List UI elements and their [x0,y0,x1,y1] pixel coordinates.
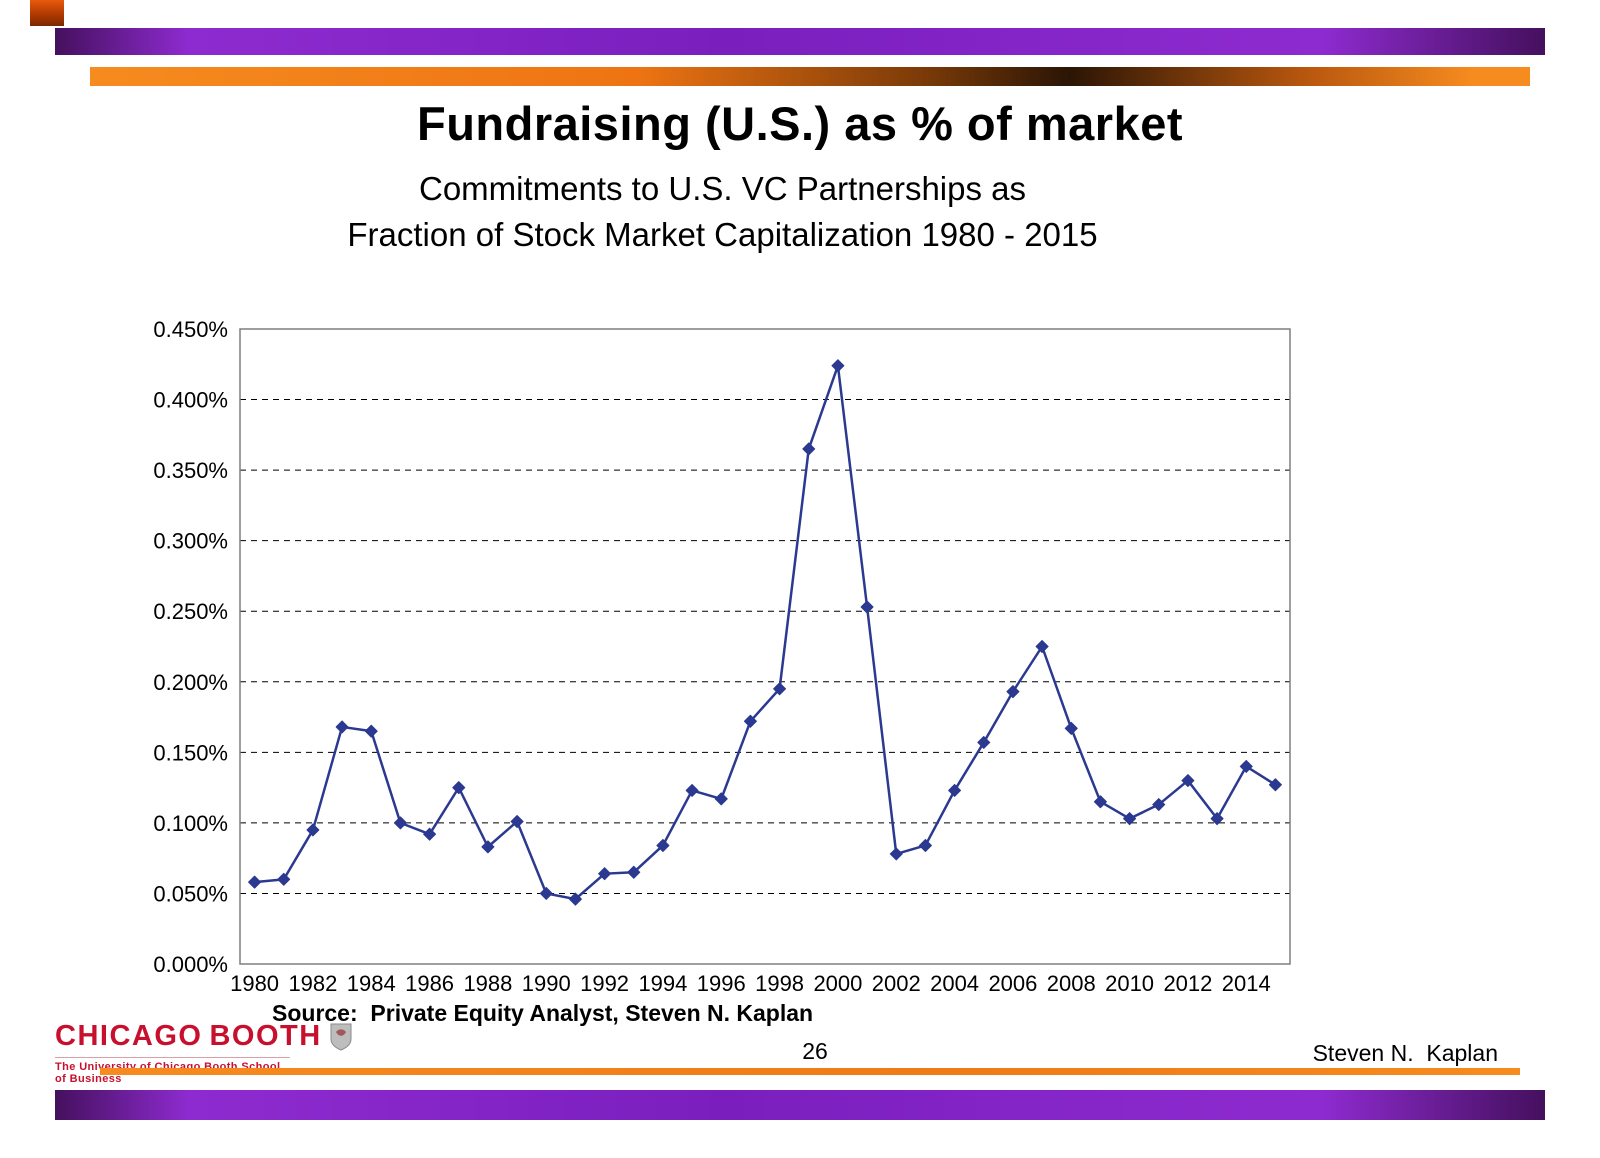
x-axis-tick-label: 2014 [1222,971,1271,996]
data-point-marker [1093,795,1107,809]
data-point-marker [1210,812,1224,826]
x-axis-tick-label: 2010 [1105,971,1154,996]
data-point-marker [773,682,787,696]
y-axis-tick-label: 0.400% [153,388,228,413]
y-axis-tick-label: 0.000% [153,952,228,977]
data-point-marker [423,827,437,841]
x-axis-tick-label: 1986 [405,971,454,996]
data-point-marker [1064,721,1078,735]
y-axis-tick-label: 0.250% [153,599,228,624]
data-point-marker [743,714,757,728]
data-point-marker [860,600,874,614]
top-orange-bar [90,67,1530,86]
top-left-accent-square [30,0,64,26]
source-note: Source: Private Equity Analyst, Steven N… [272,1000,814,1026]
slide-subtitle: Commitments to U.S. VC Partnerships as F… [0,166,1445,258]
x-axis-tick-label: 2004 [930,971,979,996]
x-axis-tick-label: 1982 [288,971,337,996]
logo-wordmark: CHICAGO BOOTH [55,1020,353,1053]
data-point-marker [598,867,612,881]
data-point-marker [714,792,728,806]
top-purple-bar [55,28,1545,55]
logo-text-booth: BOOTH [209,1020,322,1052]
data-point-marker [568,892,582,906]
data-point-marker [977,735,991,749]
data-point-marker [948,783,962,797]
bottom-orange-line [100,1068,1520,1075]
data-point-marker [1006,685,1020,699]
data-point-marker [1239,759,1253,773]
data-point-marker [510,814,524,828]
data-point-marker [802,442,816,456]
x-axis-tick-label: 2000 [813,971,862,996]
x-axis-tick-label: 1992 [580,971,629,996]
y-axis-tick-label: 0.050% [153,881,228,906]
x-axis-tick-label: 2012 [1163,971,1212,996]
y-axis-tick-label: 0.150% [153,740,228,765]
data-point-marker [685,783,699,797]
data-point-marker [831,359,845,373]
x-axis-tick-label: 1998 [755,971,804,996]
x-axis-tick-label: 1980 [230,971,279,996]
x-axis-tick-label: 2008 [1047,971,1096,996]
subtitle-line-1: Commitments to U.S. VC Partnerships as [418,170,1027,207]
bottom-purple-bar [55,1090,1545,1120]
data-point-marker [1123,812,1137,826]
data-point-marker [364,724,378,738]
page-number: 26 [802,1038,828,1064]
data-point-marker [889,847,903,861]
x-axis-tick-label: 1994 [638,971,687,996]
y-axis-tick-label: 0.100% [153,811,228,836]
y-axis-tick-label: 0.200% [153,670,228,695]
slide-title: Fundraising (U.S.) as % of market [416,97,1184,150]
x-axis-tick-label: 1984 [347,971,396,996]
x-axis-tick-label: 1988 [463,971,512,996]
data-point-marker [306,823,320,837]
data-point-marker [627,865,641,879]
data-point-marker [1035,640,1049,653]
data-point-marker [918,838,932,852]
chart-svg: 0.000% 0.050% 0.100% 0.150% 0.200% 0.250% 0.30… [153,317,1291,996]
data-point-marker [656,838,670,852]
data-point-marker [1181,774,1195,788]
plot-border [239,328,1291,965]
y-axis-tick-label: 0.450% [153,317,228,342]
x-axis-tick-label: 1996 [697,971,746,996]
x-axis-tick-label: 1990 [522,971,571,996]
data-point-marker [335,720,349,734]
y-axis-tick-label: 0.350% [153,458,228,483]
logo-crest-icon [330,1023,352,1051]
data-point-marker [1152,798,1166,812]
data-point-marker [393,816,407,830]
data-point-marker [248,875,262,889]
subtitle-line-2: Fraction of Stock Market Capitalization … [347,216,1098,254]
series-line [254,364,1277,901]
y-axis-tick-label: 0.300% [153,529,228,554]
x-axis-tick-label: 2006 [988,971,1037,996]
data-point-marker [481,840,495,854]
data-point-marker [1268,778,1282,792]
data-point-marker [277,872,291,886]
data-point-marker [539,886,553,900]
logo-text-chicago: CHICAGO [55,1020,203,1052]
data-point-marker [452,781,466,795]
author-name: Steven N. Kaplan [1312,1040,1498,1066]
x-axis-tick-label: 2002 [872,971,921,996]
